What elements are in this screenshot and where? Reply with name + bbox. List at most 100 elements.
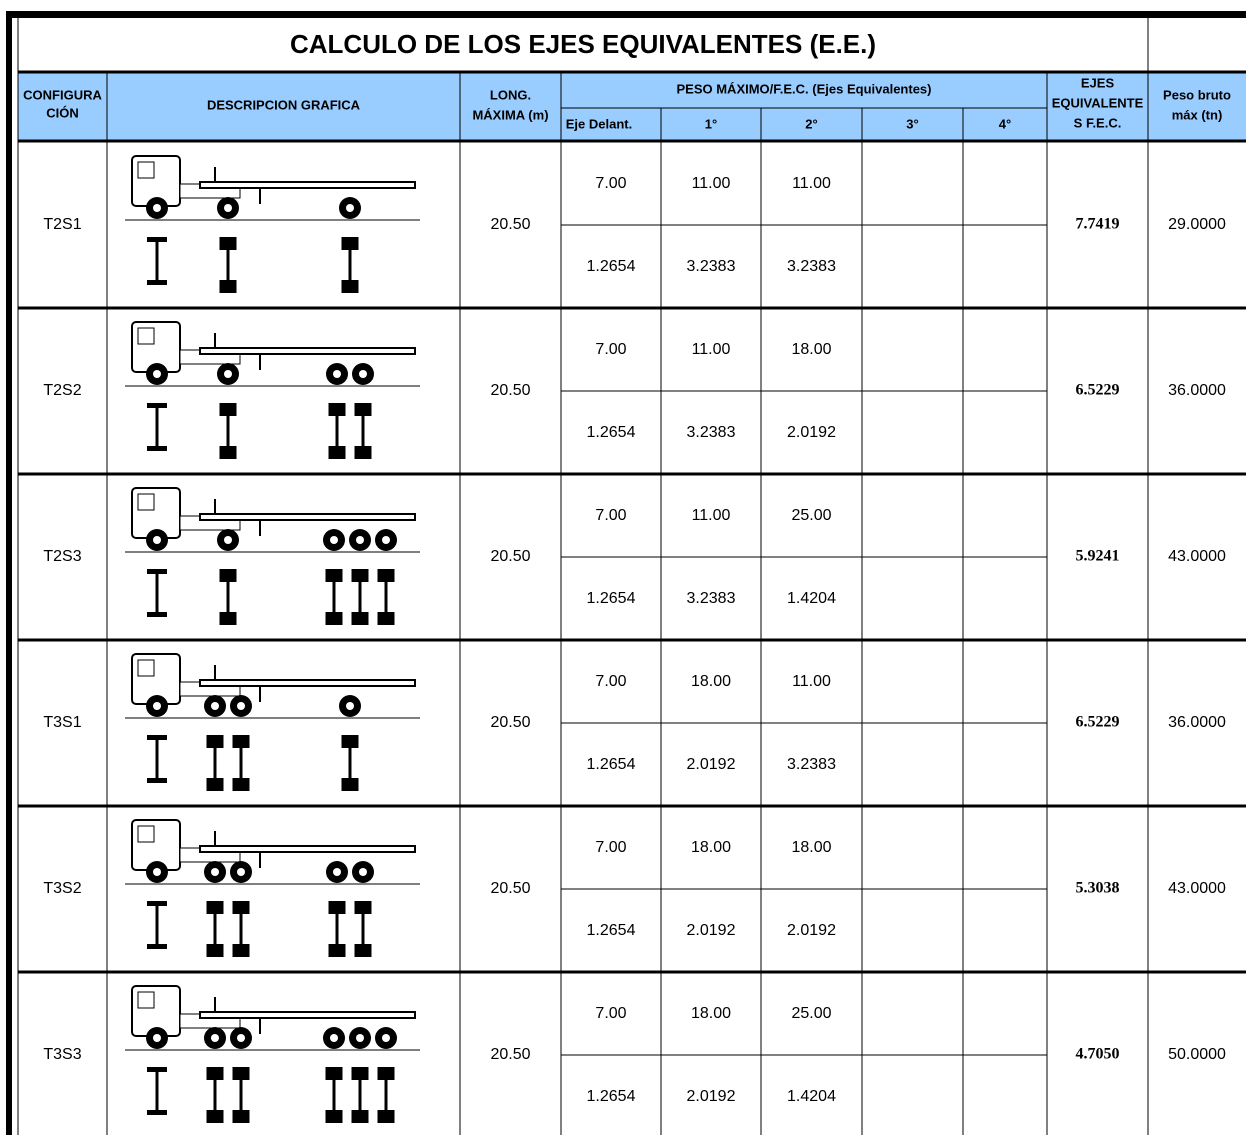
truck-part (356, 536, 364, 544)
truck-part (147, 944, 167, 949)
truck-part (333, 868, 341, 876)
truck-part (232, 778, 250, 791)
weight-cell: 7.00 (595, 839, 626, 856)
header-label: EQUIVALENTE (1052, 95, 1144, 110)
truck-part (147, 778, 167, 783)
header-label: 2° (805, 116, 817, 131)
truck-part (153, 868, 161, 876)
table-title: CALCULO DE LOS EJES EQUIVALENTES (E.E.) (290, 29, 876, 59)
weight-cell: 18.00 (791, 839, 831, 856)
factor-cell: 1.2654 (587, 1088, 636, 1105)
truck-part (328, 944, 346, 957)
factor-cell: 3.2383 (787, 258, 836, 275)
weight-cell: 11.00 (692, 341, 731, 358)
truck-part (351, 1110, 369, 1123)
weight-cell: 11.00 (692, 507, 731, 524)
config-cell: T3S1 (43, 714, 81, 731)
truck-part (211, 868, 219, 876)
truck-part (354, 944, 372, 957)
ee-cell: 4.7050 (1076, 1046, 1120, 1063)
weight-cell: 11.00 (692, 175, 731, 192)
truck-part (137, 659, 155, 677)
truck-part (377, 1110, 395, 1123)
truck-part (219, 612, 237, 625)
factor-cell: 2.0192 (687, 922, 736, 939)
truck-part (147, 446, 167, 451)
factor-cell: 1.2654 (587, 590, 636, 607)
gross-weight-cell: 36.0000 (1168, 714, 1226, 731)
header-label: 4° (999, 116, 1011, 131)
truck-part (346, 204, 354, 212)
factor-cell: 1.2654 (587, 922, 636, 939)
length-cell: 20.50 (490, 548, 530, 565)
config-cell: T2S1 (43, 216, 81, 233)
factor-cell: 3.2383 (687, 424, 736, 441)
truck-part (153, 702, 161, 710)
truck-part (147, 1067, 167, 1072)
header-label: 1° (705, 116, 717, 131)
gross-weight-cell: 29.0000 (1168, 216, 1226, 233)
truck-part (341, 778, 359, 791)
weight-cell: 7.00 (595, 341, 626, 358)
truck-part (147, 1110, 167, 1115)
truck-part (137, 493, 155, 511)
truck-part (137, 825, 155, 843)
truck-part (199, 181, 416, 189)
truck-part (219, 446, 237, 459)
factor-cell: 1.4204 (787, 590, 836, 607)
config-cell: T3S2 (43, 880, 81, 897)
truck-part (153, 536, 161, 544)
header-label: PESO MÁXIMO/F.E.C. (Ejes Equivalentes) (676, 81, 931, 96)
truck-part (137, 991, 155, 1009)
factor-cell: 3.2383 (687, 258, 736, 275)
ee-cell: 7.7419 (1076, 216, 1120, 233)
length-cell: 20.50 (490, 714, 530, 731)
factor-cell: 2.0192 (687, 1088, 736, 1105)
header-label: 3° (906, 116, 918, 131)
weight-cell: 18.00 (791, 341, 831, 358)
weight-cell: 25.00 (791, 507, 831, 524)
weight-cell: 7.00 (595, 1005, 626, 1022)
header-label: Eje Delant. (566, 116, 632, 131)
truck-part (351, 612, 369, 625)
truck-part (330, 1034, 338, 1042)
factor-cell: 3.2383 (787, 756, 836, 773)
gross-weight-cell: 43.0000 (1168, 880, 1226, 897)
factor-cell: 2.0192 (787, 922, 836, 939)
header-label: DESCRIPCION GRAFICA (207, 97, 361, 112)
truck-part (147, 901, 167, 906)
truck-illustration (125, 985, 420, 1123)
truck-part (325, 1110, 343, 1123)
truck-part (325, 612, 343, 625)
truck-part (211, 1034, 219, 1042)
truck-part (147, 569, 167, 574)
truck-part (356, 1034, 364, 1042)
header-label: MÁXIMA (m) (472, 107, 548, 122)
truck-part (330, 536, 338, 544)
truck-part (377, 612, 395, 625)
truck-part (359, 868, 367, 876)
ee-cell: 5.3038 (1076, 880, 1120, 897)
truck-part (199, 1011, 416, 1019)
header-label: S F.E.C. (1074, 115, 1122, 130)
truck-part (224, 370, 232, 378)
truck-part (147, 612, 167, 617)
length-cell: 20.50 (490, 216, 530, 233)
ee-cell: 6.5229 (1076, 382, 1120, 399)
top-border (6, 11, 1246, 18)
header-fill (18, 72, 1246, 140)
truck-part (346, 702, 354, 710)
header-label: máx (tn) (1172, 107, 1223, 122)
factor-cell: 1.4204 (787, 1088, 836, 1105)
truck-part (153, 370, 161, 378)
header-label: Peso bruto (1163, 87, 1231, 102)
truck-part (237, 868, 245, 876)
truck-part (137, 161, 155, 179)
factor-cell: 1.2654 (587, 258, 636, 275)
gross-weight-cell: 43.0000 (1168, 548, 1226, 565)
truck-part (354, 446, 372, 459)
truck-illustration (125, 819, 420, 957)
